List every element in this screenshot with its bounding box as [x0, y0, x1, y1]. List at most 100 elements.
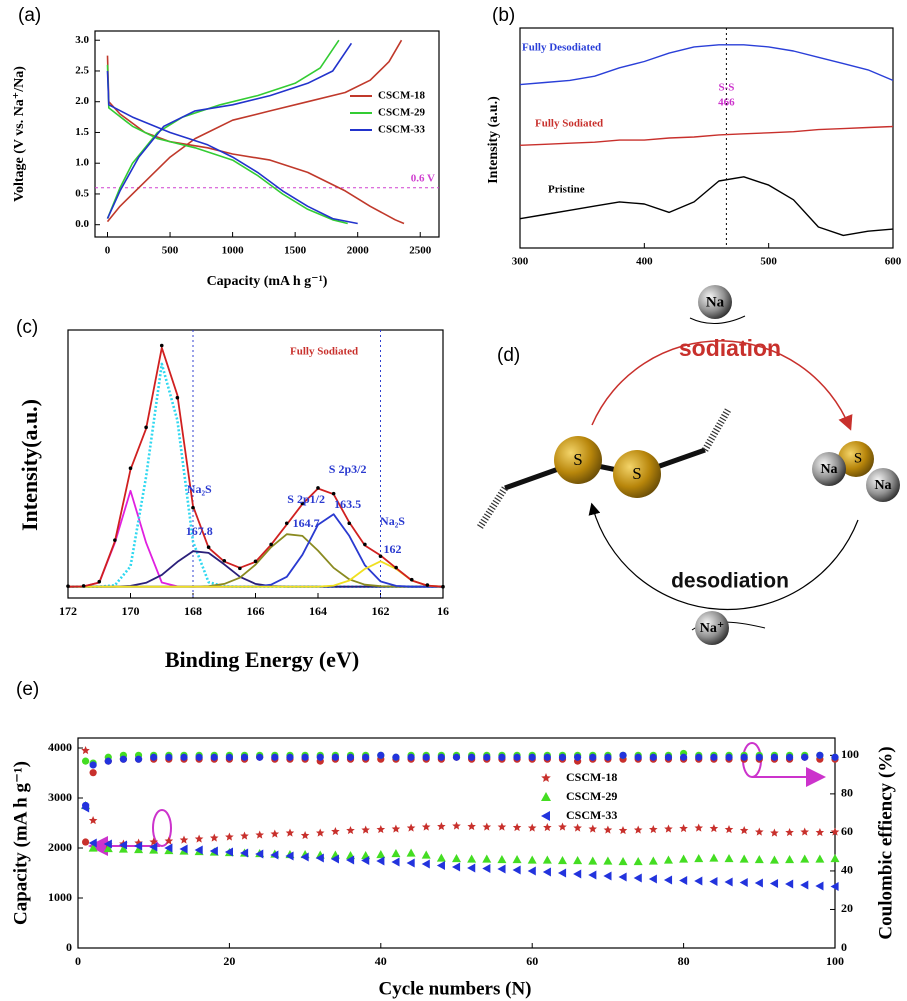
data-point [301, 753, 309, 761]
data-point [830, 854, 840, 863]
legend-label: CSCM-18 [378, 90, 426, 102]
data-point [376, 856, 385, 866]
data-point [497, 855, 507, 864]
data-point [409, 577, 414, 582]
y2-tick-label: 20 [841, 901, 853, 915]
data-point [527, 855, 537, 864]
data-point [603, 825, 613, 834]
chain-end [477, 486, 508, 529]
data-point [346, 826, 355, 835]
data-point [391, 824, 401, 833]
data-point [648, 874, 657, 884]
data-point [649, 825, 658, 834]
data-point [88, 816, 98, 825]
data-point [179, 835, 189, 844]
data-point [164, 843, 173, 853]
peak-label: Na₂S [380, 514, 405, 528]
data-point [134, 841, 143, 851]
y-tick-label: 0.0 [75, 218, 89, 230]
data-point [618, 826, 628, 835]
data-point [421, 850, 431, 859]
series-line [519, 176, 894, 237]
data-point [527, 823, 537, 832]
data-point [603, 871, 612, 881]
data-point [165, 753, 173, 761]
data-point [180, 753, 188, 761]
y-tick-label: 1.0 [75, 157, 89, 169]
peak-value: 164.7 [293, 516, 320, 530]
data-point [633, 857, 643, 866]
data-point [618, 857, 628, 866]
data-point [285, 851, 294, 861]
data-point [150, 753, 158, 761]
data-point [81, 801, 90, 810]
data-point [498, 753, 506, 761]
data-point [603, 856, 613, 865]
data-point [286, 753, 294, 761]
data-point [209, 846, 218, 856]
x-tick-label: 1500 [284, 245, 307, 257]
data-point [210, 833, 219, 842]
panel: (a) 0 500 1000 1500 2000 2500 0.0 0.5 1.0 1.5 2.0 2.… [12, 5, 440, 289]
data-point [103, 839, 112, 849]
data-point [573, 823, 582, 832]
data-point [801, 753, 809, 761]
annotation: Fully Sodiated [290, 346, 358, 358]
data-point [452, 821, 461, 830]
data-point [800, 854, 810, 863]
data-point [800, 827, 809, 836]
data-point [81, 584, 86, 588]
data-point [225, 753, 233, 761]
data-point [421, 859, 430, 869]
data-point [633, 873, 642, 883]
data-point [724, 877, 733, 887]
data-point [270, 850, 279, 860]
data-point [770, 753, 779, 761]
data-point [527, 866, 536, 876]
data-point [376, 825, 386, 834]
x-tick-label: 2000 [347, 245, 370, 257]
data-point [363, 542, 367, 547]
data-point [394, 565, 398, 570]
desodiation-label: desodiation [671, 570, 789, 593]
data-point [285, 828, 295, 837]
legend-label: CSCM-18 [566, 770, 617, 784]
data-point [269, 542, 273, 547]
data-point [240, 831, 249, 840]
series-line [106, 42, 358, 225]
data-point [542, 867, 551, 877]
sodiation-arrow [591, 340, 853, 431]
x-axis-label: Binding Energy (eV) [165, 647, 359, 672]
y-tick-label: 0 [66, 940, 72, 954]
x-tick-label: 0 [105, 245, 111, 257]
data-point [195, 753, 203, 761]
data-point [770, 828, 779, 837]
data-point [754, 855, 764, 864]
data-point [557, 856, 567, 865]
panel-label: (c) [16, 317, 38, 338]
panel: (e)0 20 40 60 80 1000100020003000400002040608… [10, 679, 896, 999]
data-point [785, 855, 795, 864]
data-point [739, 854, 749, 863]
data-point [103, 844, 113, 853]
x-tick-label: 166 [247, 604, 265, 618]
y2-tick-label: 40 [841, 863, 853, 877]
data-point [134, 845, 144, 854]
data-point [588, 824, 597, 833]
series-line [106, 39, 348, 225]
data-point [709, 824, 719, 833]
data-point [377, 751, 385, 759]
data-point [97, 579, 102, 584]
data-point [118, 844, 128, 853]
y-axis-label: Intensity(a.u.) [17, 399, 42, 531]
y-tick-label: 1000 [48, 890, 72, 904]
data-point [206, 545, 211, 550]
chain-end [701, 408, 732, 452]
data-point [346, 753, 355, 761]
y2-axis-label: Coulombic effiency (%) [875, 746, 896, 939]
data-point [361, 856, 370, 865]
sulfur-atom [554, 436, 602, 484]
data-point [467, 822, 476, 831]
data-point [816, 751, 824, 759]
peak-value: 167.8 [186, 524, 213, 538]
